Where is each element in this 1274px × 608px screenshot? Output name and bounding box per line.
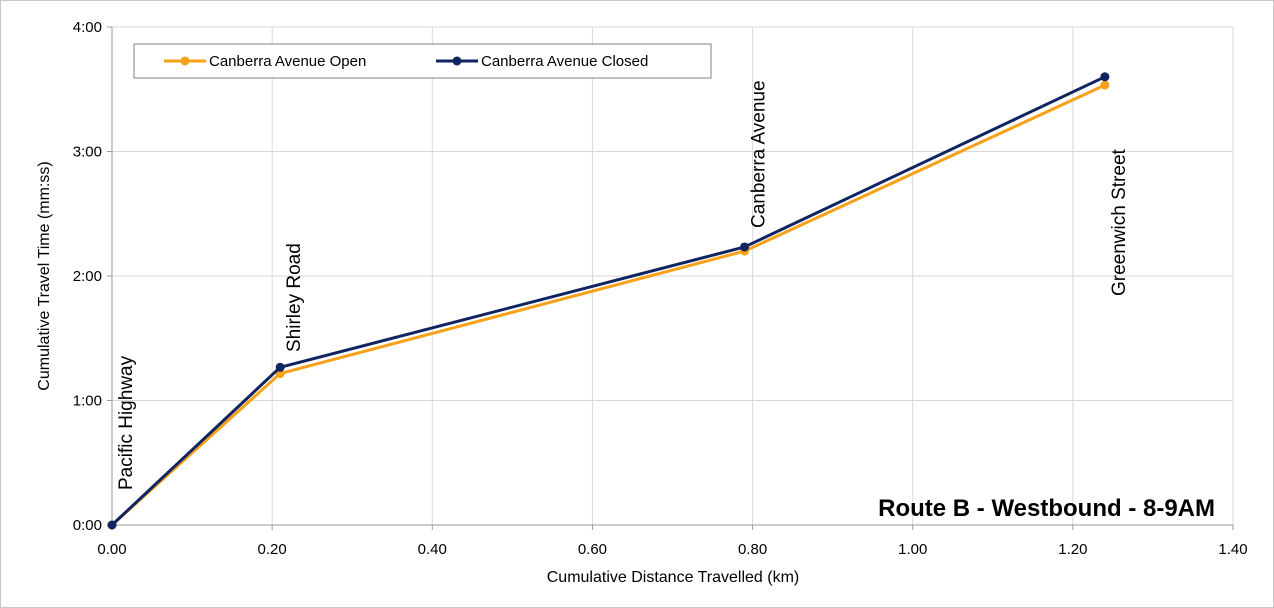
series-layer: [108, 72, 1110, 529]
y-tick-label: 4:00: [73, 19, 102, 36]
legend-swatch-marker-closed: [453, 57, 462, 66]
intersection-label: Shirley Road: [284, 243, 305, 352]
legend-swatch-marker-open: [181, 57, 190, 66]
x-tick-label: 1.20: [1058, 541, 1087, 558]
intersection-label: Canberra Avenue: [749, 80, 770, 228]
y-axis-title: Cumulative Travel Time (mm:ss): [36, 161, 53, 390]
intersection-label: Greenwich Street: [1109, 148, 1130, 296]
series-line-closed: [112, 77, 1105, 525]
grid-layer: [112, 27, 1233, 525]
y-tick-label: 3:00: [73, 144, 102, 161]
legend-label-open: Canberra Avenue Open: [209, 53, 366, 70]
data-point-closed: [740, 242, 749, 251]
y-tick-label: 0:00: [73, 517, 102, 534]
intersection-label: Pacific Highway: [116, 355, 137, 490]
data-point-closed: [1100, 72, 1109, 81]
y-tick-label: 1:00: [73, 393, 102, 410]
data-point-closed: [108, 521, 117, 530]
x-axis-title: Cumulative Distance Travelled (km): [547, 569, 800, 586]
x-tick-label: 0.40: [418, 541, 447, 558]
legend: Canberra Avenue Open Canberra Avenue Clo…: [134, 44, 711, 78]
x-tick-label: 0.00: [97, 541, 126, 558]
x-tick-label: 0.20: [258, 541, 287, 558]
x-tick-label: 1.40: [1218, 541, 1247, 558]
chart-title: Route B - Westbound - 8-9AM: [878, 495, 1215, 522]
x-tick-label: 0.80: [738, 541, 767, 558]
x-tick-label: 0.60: [578, 541, 607, 558]
y-tick-label: 2:00: [73, 268, 102, 285]
data-point-closed: [276, 363, 285, 372]
annotation-layer: Pacific Highway Shirley Road Canberra Aven…: [116, 80, 1130, 490]
legend-label-closed: Canberra Avenue Closed: [481, 53, 648, 70]
data-point-open: [1100, 81, 1109, 90]
x-tick-label: 1.00: [898, 541, 927, 558]
